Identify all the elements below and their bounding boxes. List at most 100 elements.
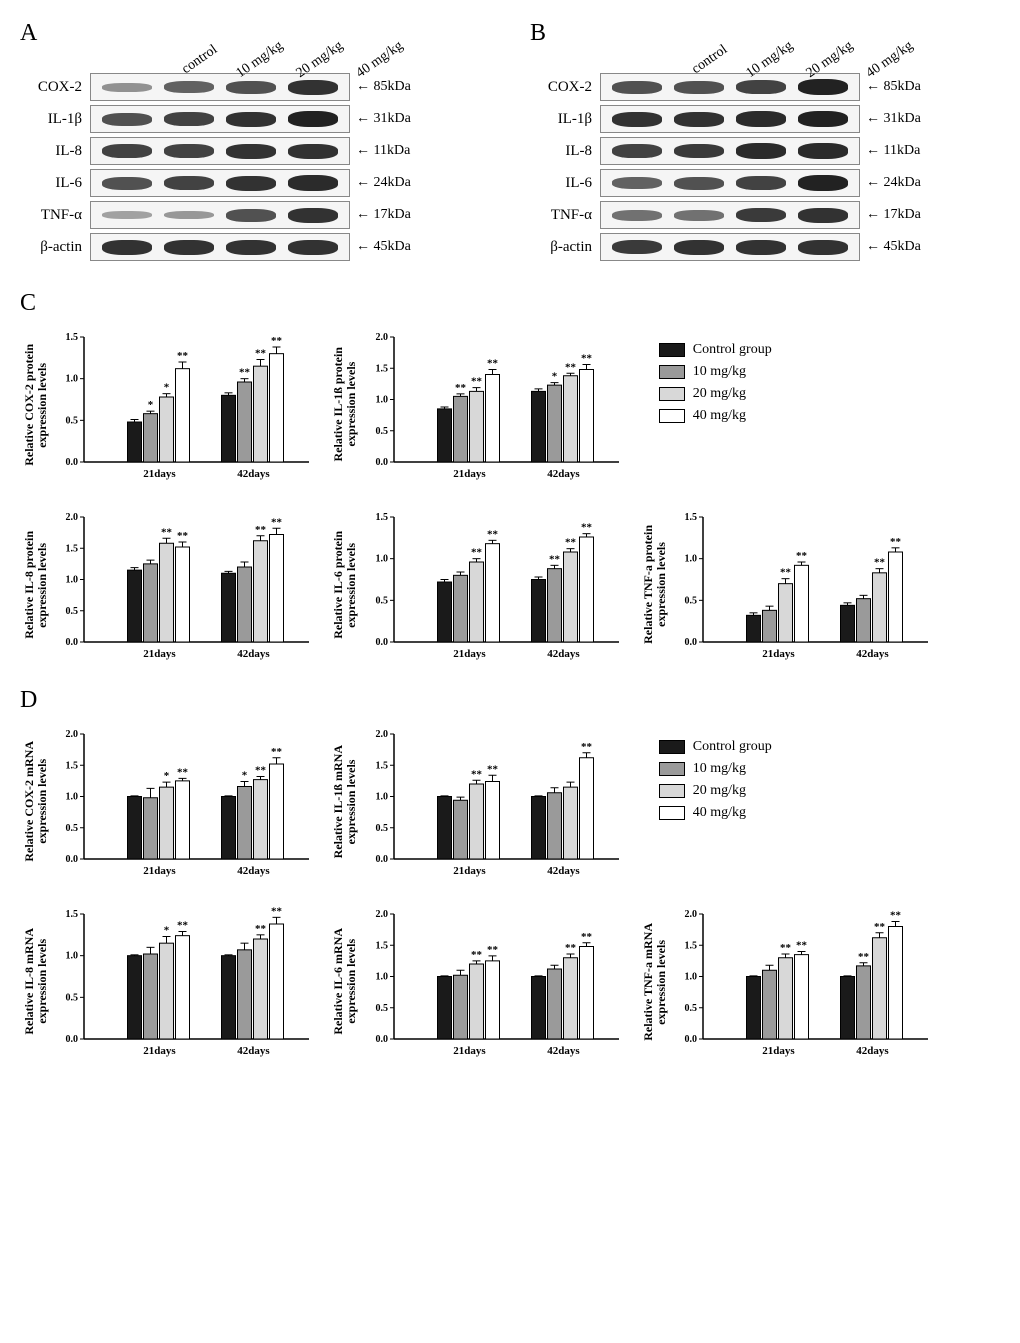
- svg-text:21days: 21days: [453, 865, 486, 877]
- svg-text:2.0: 2.0: [375, 332, 388, 343]
- svg-text:**: **: [890, 536, 902, 548]
- blot-band: [736, 208, 786, 223]
- svg-text:1.5: 1.5: [375, 760, 388, 771]
- svg-text:21days: 21days: [762, 1045, 795, 1057]
- svg-text:42days: 42days: [547, 468, 580, 480]
- svg-text:0.0: 0.0: [66, 854, 79, 865]
- chart-wrap: Relative TNF-a proteinexpression levels0…: [639, 502, 933, 667]
- blot-protein-label: IL-6: [20, 175, 90, 192]
- svg-text:21days: 21days: [762, 648, 795, 660]
- svg-text:1.0: 1.0: [375, 792, 388, 803]
- chart-wrap: Relative COX-2 proteinexpression levels0…: [20, 322, 314, 487]
- legend-swatch: [659, 365, 685, 379]
- svg-text:**: **: [565, 537, 577, 549]
- svg-text:21days: 21days: [453, 1045, 486, 1057]
- blot-band: [612, 144, 662, 158]
- chart-svg-holder: 0.00.51.01.5****21days******42days: [49, 322, 314, 487]
- blot-protein-label: COX-2: [530, 79, 600, 96]
- svg-text:**: **: [271, 905, 283, 917]
- blot-band: [226, 209, 276, 222]
- chart-svg-holder: 0.00.51.01.52.0****21days**42days: [359, 719, 624, 884]
- svg-text:*: *: [148, 399, 154, 411]
- chart-ylabel: Relative IL-8 proteinexpression levels: [20, 531, 49, 639]
- svg-text:**: **: [271, 746, 283, 758]
- blot-band: [736, 111, 786, 127]
- legend-label: 40 mg/kg: [693, 408, 746, 424]
- blot-band: [674, 81, 724, 94]
- blot-band: [226, 176, 276, 191]
- svg-text:0.5: 0.5: [685, 1003, 698, 1014]
- blot-row: β-actin← 45kDa: [20, 233, 490, 261]
- chart-ylabel: Relative IL-8 mRNAexpression levels: [20, 928, 49, 1035]
- svg-text:42days: 42days: [238, 1045, 271, 1057]
- panel-a-rows: COX-2← 85kDaIL-1β← 31kDaIL-8← 11kDaIL-6←…: [20, 73, 490, 261]
- legend-item: 20 mg/kg: [659, 783, 904, 799]
- legend-label: 20 mg/kg: [693, 386, 746, 402]
- blot-kda-label: ← 11kDa: [860, 143, 920, 159]
- blot-protein-label: IL-1β: [530, 111, 600, 128]
- svg-text:1.5: 1.5: [685, 940, 698, 951]
- legend-swatch: [659, 806, 685, 820]
- svg-text:**: **: [255, 524, 267, 536]
- svg-text:**: **: [177, 766, 189, 778]
- svg-text:0.0: 0.0: [685, 637, 698, 648]
- blot-protein-label: β-actin: [530, 239, 600, 256]
- svg-text:**: **: [455, 382, 467, 394]
- svg-text:0.0: 0.0: [375, 637, 388, 648]
- svg-text:21days: 21days: [144, 468, 177, 480]
- svg-text:1.5: 1.5: [66, 760, 79, 771]
- panel-a-label: A: [20, 20, 490, 47]
- svg-text:**: **: [271, 516, 283, 528]
- legend-slot: Control group10 mg/kg20 mg/kg40 mg/kg: [639, 719, 904, 884]
- svg-text:**: **: [471, 949, 483, 961]
- legend-item: 40 mg/kg: [659, 805, 904, 821]
- bar-chart: 0.00.51.01.5****21days******42days: [359, 502, 624, 667]
- svg-text:**: **: [549, 553, 561, 565]
- svg-text:42days: 42days: [238, 468, 271, 480]
- panel-b: B control10 mg/kg20 mg/kg40 mg/kg COX-2←…: [530, 20, 1000, 265]
- svg-text:**: **: [255, 923, 267, 935]
- chart-svg-holder: 0.00.51.01.5****21days****42days: [668, 502, 933, 667]
- section-d-charts: Relative COX-2 mRNAexpression levels0.00…: [20, 719, 1000, 1064]
- svg-text:**: **: [487, 944, 499, 956]
- legend-label: Control group: [693, 739, 772, 755]
- blot-kda-label: ← 17kDa: [860, 207, 921, 223]
- svg-text:1.5: 1.5: [375, 512, 388, 523]
- svg-text:2.0: 2.0: [685, 909, 698, 920]
- svg-text:1.0: 1.0: [66, 792, 79, 803]
- svg-text:0.5: 0.5: [66, 606, 79, 617]
- blot-band: [798, 208, 848, 223]
- svg-text:0.0: 0.0: [375, 1034, 388, 1045]
- chart-wrap: Relative IL-6 mRNAexpression levels0.00.…: [329, 899, 623, 1064]
- svg-text:**: **: [858, 951, 870, 963]
- blot-lane-box: [600, 169, 860, 197]
- bar-chart: 0.00.51.01.5****21days******42days: [49, 322, 314, 487]
- svg-text:21days: 21days: [144, 648, 177, 660]
- svg-text:0.5: 0.5: [685, 595, 698, 606]
- bar-chart: 0.00.51.01.5****21days****42days: [668, 502, 933, 667]
- blot-kda-label: ← 17kDa: [350, 207, 411, 223]
- svg-text:1.0: 1.0: [685, 554, 698, 565]
- chart-wrap: Relative COX-2 mRNAexpression levels0.00…: [20, 719, 314, 884]
- chart-wrap: Relative TNF-a mRNAexpression levels0.00…: [639, 899, 933, 1064]
- panel-b-rows: COX-2← 85kDaIL-1β← 31kDaIL-8← 11kDaIL-6←…: [530, 73, 1000, 261]
- svg-text:1.5: 1.5: [375, 940, 388, 951]
- svg-text:**: **: [271, 335, 283, 347]
- blot-protein-label: TNF-α: [530, 207, 600, 224]
- blot-protein-label: IL-1β: [20, 111, 90, 128]
- legend-slot: Control group10 mg/kg20 mg/kg40 mg/kg: [639, 322, 904, 487]
- bar-chart: 0.00.51.01.52.0****21days******42days: [668, 899, 933, 1064]
- blot-lane-box: [600, 73, 860, 101]
- blot-lane-box: [90, 137, 350, 165]
- chart-ylabel: Relative COX-2 proteinexpression levels: [20, 344, 49, 466]
- blot-band: [226, 240, 276, 255]
- blot-row: IL-6← 24kDa: [530, 169, 1000, 197]
- blot-band: [102, 144, 152, 158]
- svg-text:**: **: [796, 940, 808, 952]
- chart-ylabel: Relative IL-6 proteinexpression levels: [329, 531, 358, 639]
- svg-text:0.0: 0.0: [685, 1034, 698, 1045]
- blot-row: IL-1β← 31kDa: [530, 105, 1000, 133]
- blot-row: β-actin← 45kDa: [530, 233, 1000, 261]
- blot-band: [102, 240, 152, 255]
- svg-text:2.0: 2.0: [375, 729, 388, 740]
